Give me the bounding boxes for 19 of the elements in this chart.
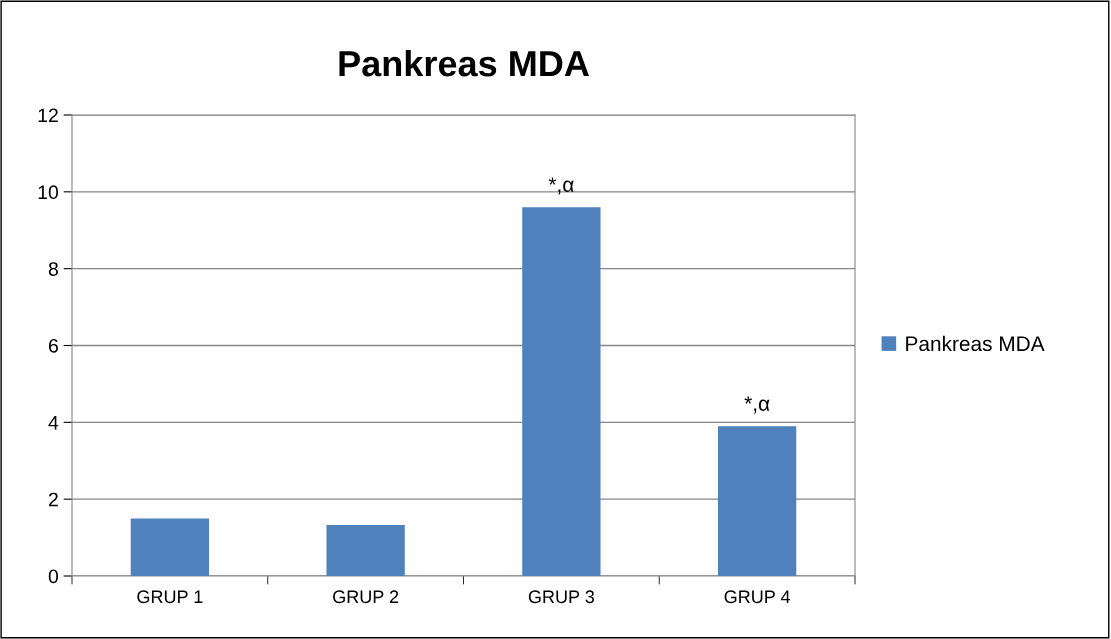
y-tick-label: 10 (38, 185, 59, 200)
bar (130, 518, 210, 576)
y-tick-label: 2 (48, 492, 58, 507)
bar (522, 207, 601, 576)
bar (326, 524, 405, 576)
legend-label: Pankreas MDA (906, 335, 1045, 352)
y-tick-label: 8 (48, 262, 58, 276)
y-tick-label: 4 (48, 416, 59, 430)
chart-title: Pankreas MDA (339, 49, 589, 77)
bar (717, 426, 797, 576)
annotation: *,α (744, 396, 770, 414)
y-tick-label: 6 (48, 338, 58, 353)
x-tick-label: GRUP 4 (724, 590, 791, 604)
y-tick-label: 12 (38, 108, 58, 123)
annotation: *,α (548, 177, 574, 195)
x-tick-label: GRUP 1 (137, 590, 203, 604)
x-tick-label: GRUP 2 (333, 590, 399, 604)
x-tick-label: GRUP 3 (528, 590, 595, 604)
y-tick-label: 0 (48, 569, 59, 584)
